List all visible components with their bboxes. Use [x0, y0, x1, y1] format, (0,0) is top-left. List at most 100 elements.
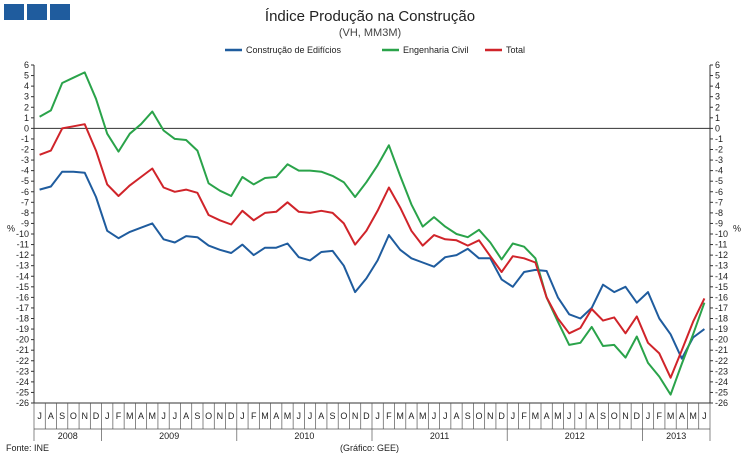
y-tick-label-left: -21	[16, 345, 29, 355]
chart-title: Índice Produção na Construção	[265, 8, 475, 25]
month-label: A	[138, 411, 144, 421]
month-label: F	[116, 411, 122, 421]
y-tick-label-right: -11	[715, 240, 727, 250]
y-tick-label-right: -17	[715, 303, 728, 313]
y-tick-label-left: -17	[16, 303, 29, 313]
month-label: A	[183, 411, 189, 421]
month-label: M	[532, 411, 540, 421]
y-tick-label-right: -23	[715, 366, 728, 376]
month-label: A	[544, 411, 550, 421]
month-label: M	[419, 411, 427, 421]
month-label: M	[261, 411, 269, 421]
y-tick-label-right: -13	[715, 261, 728, 271]
y-tick-label-left: -24	[16, 377, 29, 387]
y-tick-label-left: -22	[16, 356, 29, 366]
year-label: 2011	[430, 431, 449, 441]
month-label: J	[702, 411, 707, 421]
chart-legend: Construção de Edifícios Engenharia Civil T…	[225, 45, 525, 55]
y-tick-label-right: -12	[715, 250, 728, 260]
series-line	[39, 71, 706, 396]
month-label: A	[273, 411, 279, 421]
credit-label: (Gráfico: GEE)	[340, 443, 399, 453]
month-label: S	[600, 411, 606, 421]
y-tick-label-left: -7	[21, 197, 29, 207]
y-tick-label-left: 0	[24, 123, 29, 133]
y-tick-label-left: -1	[21, 134, 29, 144]
month-label: J	[567, 411, 572, 421]
y-tick-label-right: -19	[715, 324, 728, 334]
month-label: J	[443, 411, 448, 421]
y-tick-label-left: -5	[21, 176, 29, 186]
y-tick-label-left: -9	[21, 218, 29, 228]
month-label: M	[689, 411, 697, 421]
y-tick-label-left: 6	[24, 60, 29, 70]
y-tick-label-left: -25	[16, 387, 29, 397]
y-tick-label-left: -12	[16, 250, 29, 260]
month-label: N	[217, 411, 224, 421]
month-label: N	[622, 411, 629, 421]
y-tick-label-right: -8	[715, 208, 723, 218]
month-label: J	[432, 411, 437, 421]
month-label: M	[667, 411, 675, 421]
y-tick-label-left: 1	[24, 113, 29, 123]
y-tick-label-left: -14	[16, 271, 29, 281]
month-label: F	[386, 411, 392, 421]
y-tick-label-left: -16	[16, 292, 29, 302]
y-tick-label-right: -26	[715, 398, 728, 408]
y-tick-label-right: -14	[715, 271, 728, 281]
month-label: D	[634, 411, 641, 421]
month-label: N	[352, 411, 359, 421]
month-label: J	[297, 411, 302, 421]
month-label: J	[161, 411, 166, 421]
month-label: S	[465, 411, 471, 421]
y-tick-label-right: -3	[715, 155, 723, 165]
month-label: N	[487, 411, 494, 421]
month-label: D	[228, 411, 235, 421]
y-tick-label-left: -15	[16, 282, 29, 292]
logo-block	[27, 4, 47, 20]
y-tick-label-left: -26	[16, 398, 29, 408]
month-label: J	[105, 411, 110, 421]
chart-axes: 6 65 54 43 32 21 10 0-1 -1-2 -2-3 -3-4 -4-5 -5-6 -6-7…	[7, 60, 741, 441]
y-tick-label-left: -19	[16, 324, 29, 334]
y-tick-label-left: -20	[16, 335, 29, 345]
month-label: F	[521, 411, 527, 421]
month-label: O	[476, 411, 483, 421]
y-tick-label-right: 2	[715, 102, 720, 112]
month-label: F	[657, 411, 663, 421]
series-line	[39, 123, 706, 379]
y-tick-label-right: 5	[715, 71, 720, 81]
y-tick-label-right: -21	[715, 345, 728, 355]
chart-subtitle: (VH, MM3M)	[339, 27, 401, 39]
month-label: D	[363, 411, 370, 421]
month-label: S	[330, 411, 336, 421]
month-label: A	[679, 411, 685, 421]
month-label: J	[37, 411, 42, 421]
month-label: A	[318, 411, 324, 421]
y-tick-label-left: -8	[21, 208, 29, 218]
month-label: N	[81, 411, 88, 421]
y-tick-label-right: -24	[715, 377, 728, 387]
year-label: 2008	[58, 431, 78, 441]
y-tick-label-right: 4	[715, 81, 720, 91]
y-tick-label-right: -25	[715, 387, 728, 397]
y-tick-label-right: -20	[715, 335, 728, 345]
y-tick-label-left: -11	[17, 240, 29, 250]
legend-label: Engenharia Civil	[403, 45, 469, 55]
month-label: O	[611, 411, 618, 421]
y-tick-label-left: -3	[21, 155, 29, 165]
y-tick-label-right: 1	[715, 113, 720, 123]
month-label: A	[453, 411, 459, 421]
legend-label: Construção de Edifícios	[246, 45, 342, 55]
month-label: M	[396, 411, 404, 421]
y-tick-label-right: -9	[715, 218, 723, 228]
year-label: 2009	[159, 431, 179, 441]
chart-series	[39, 71, 706, 396]
y-tick-label-left: -4	[21, 166, 29, 176]
logo-block	[50, 4, 70, 20]
month-label: S	[59, 411, 65, 421]
month-label: F	[251, 411, 257, 421]
month-label: J	[646, 411, 651, 421]
y-tick-label-right: -16	[715, 292, 728, 302]
y-tick-label-left: 3	[24, 92, 29, 102]
